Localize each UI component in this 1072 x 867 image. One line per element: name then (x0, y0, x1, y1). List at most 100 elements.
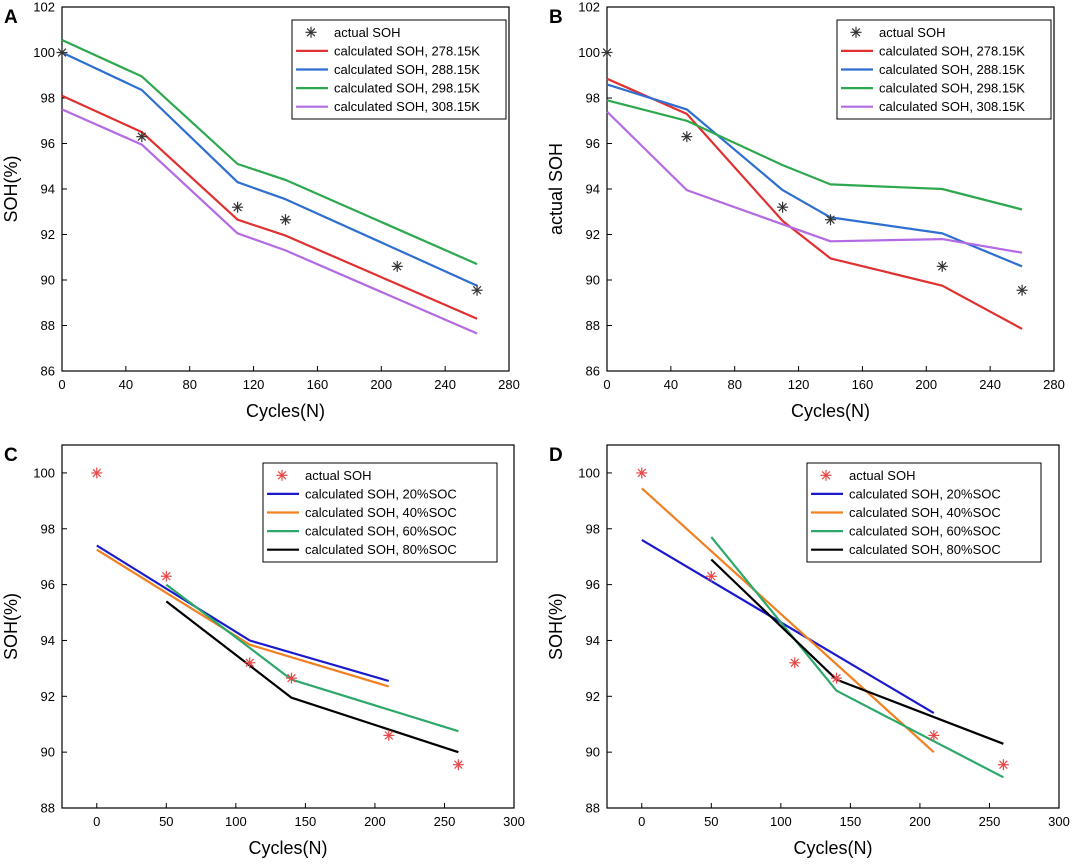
y-tick-label: 88 (41, 318, 55, 333)
panel-label: B (549, 7, 563, 28)
x-tick-label: 100 (770, 814, 792, 829)
legend-label-1: calculated SOH, 278.15K (334, 43, 480, 58)
x-tick-label: 250 (979, 814, 1001, 829)
x-tick-label: 40 (119, 377, 133, 392)
x-tick-label: 0 (638, 814, 645, 829)
x-axis-label: Cycles(N) (246, 401, 325, 421)
actual-soh-point (136, 131, 148, 143)
actual-soh-point (232, 201, 244, 213)
series-line-1 (641, 538, 935, 715)
legend-actual-label: actual SOH (849, 468, 915, 483)
plot-frame (61, 444, 515, 809)
actual-soh-point (789, 657, 801, 669)
series-line-2 (641, 487, 935, 754)
actual-soh-point (777, 201, 789, 213)
panel-label: D (549, 445, 563, 466)
legend-actual-label: actual SOH (305, 468, 371, 483)
x-tick-label: 280 (1043, 377, 1065, 392)
legend-actual-marker (276, 469, 288, 481)
legend-label-4: calculated SOH, 308.15K (334, 99, 480, 114)
y-tick-label: 88 (586, 801, 600, 816)
legend-actual-marker (850, 26, 862, 38)
actual-soh-point (471, 284, 483, 296)
series-line-2 (61, 51, 478, 287)
series-line-1 (606, 77, 1023, 330)
legend-actual-marker (305, 26, 317, 38)
x-axis-label: Cycles(N) (249, 838, 328, 858)
x-tick-label: 300 (503, 814, 525, 829)
y-tick-label: 86 (586, 364, 600, 379)
x-tick-label: 100 (225, 814, 247, 829)
series-line-4 (606, 110, 1023, 254)
panel-label: A (4, 7, 18, 28)
x-tick-label: 40 (664, 377, 678, 392)
series-line-4 (710, 558, 1004, 745)
actual-soh-point (601, 47, 613, 58)
actual-soh-point (936, 260, 948, 272)
legend-label-1: calculated SOH, 278.15K (879, 43, 1025, 58)
panel-b: B 0 40 80 120 160 200 240 280 86 88 90 92 94 96 98 100 10… (546, 0, 1065, 421)
y-tick-label: 94 (586, 633, 600, 648)
y-tick-label: 96 (586, 136, 600, 151)
legend-label-3: calculated SOH, 298.15K (334, 81, 480, 96)
x-tick-label: 200 (915, 377, 937, 392)
x-tick-label: 240 (434, 377, 456, 392)
actual-soh-point (997, 759, 1009, 771)
x-tick-label: 200 (370, 377, 392, 392)
actual-soh-point (244, 657, 256, 669)
panel-d: D0 50 100 150 200 250 300889092949698100Cycles… (546, 444, 1070, 858)
y-tick-label: 90 (41, 745, 55, 760)
legend-actual-label: actual SOH (334, 25, 400, 40)
actual-soh-point (825, 214, 836, 226)
x-tick-label: 0 (93, 814, 100, 829)
y-tick-label: 96 (586, 577, 600, 592)
series-line-3 (710, 536, 1004, 779)
y-tick-label: 94 (41, 182, 55, 197)
actual-soh-point (56, 47, 68, 58)
x-tick-label: 160 (852, 377, 874, 392)
actual-soh-point (928, 729, 940, 741)
legend-label-4: calculated SOH, 80%SOC (849, 542, 1001, 557)
legend-actual-marker (820, 469, 832, 481)
legend-label-3: calculated SOH, 60%SOC (849, 524, 1001, 539)
y-tick-label: 92 (586, 689, 600, 704)
actual-soh-point (681, 131, 693, 143)
y-tick-label: 92 (41, 689, 55, 704)
legend-label-2: calculated SOH, 288.15K (879, 62, 1025, 77)
y-tick-label: 100 (33, 465, 55, 480)
x-tick-label: 80 (182, 377, 196, 392)
x-tick-label: 150 (840, 814, 862, 829)
y-tick-label: 98 (41, 91, 55, 106)
x-tick-label: 150 (295, 814, 317, 829)
x-tick-label: 200 (909, 814, 931, 829)
x-tick-label: 240 (979, 377, 1001, 392)
x-tick-label: 0 (603, 377, 610, 392)
actual-soh-point (391, 260, 403, 272)
y-tick-label: 88 (586, 318, 600, 333)
y-tick-label: 100 (578, 465, 600, 480)
legend-label-4: calculated SOH, 80%SOC (305, 542, 457, 557)
x-tick-label: 80 (727, 377, 741, 392)
legend-actual-label: actual SOH (879, 25, 945, 40)
y-tick-label: 90 (586, 745, 600, 760)
y-tick-label: 102 (578, 0, 600, 15)
legend-box (262, 462, 498, 563)
y-tick-label: 94 (41, 633, 55, 648)
y-tick-label: 90 (41, 273, 55, 288)
x-axis-label: Cycles(N) (794, 838, 873, 858)
actual-soh-point (280, 214, 291, 226)
y-tick-label: 96 (41, 136, 55, 151)
y-tick-label: 98 (586, 91, 600, 106)
actual-soh-point (452, 759, 464, 771)
actual-soh-point (705, 570, 717, 582)
y-tick-label: 98 (41, 521, 55, 536)
series-line-4 (61, 108, 478, 335)
legend-label-2: calculated SOH, 40%SOC (849, 505, 1001, 520)
legend-label-2: calculated SOH, 40%SOC (305, 505, 457, 520)
y-tick-label: 88 (41, 801, 55, 816)
plot-frame (606, 444, 1060, 809)
x-tick-label: 50 (159, 814, 173, 829)
series-line-2 (96, 548, 390, 688)
actual-soh-point (91, 467, 103, 479)
panel-label: C (4, 445, 18, 466)
